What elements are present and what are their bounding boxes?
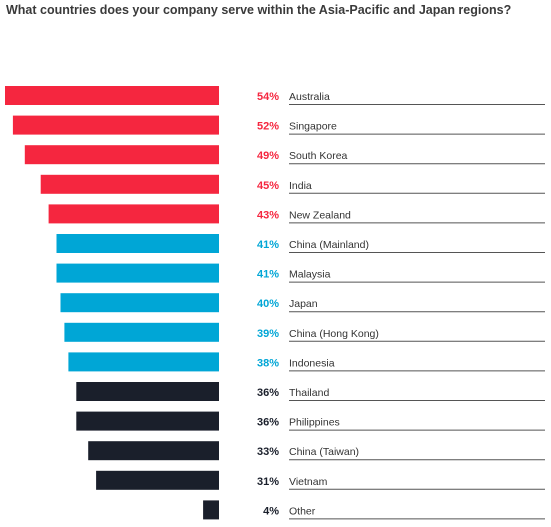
bar-malaysia	[56, 263, 219, 283]
value-label-vietnam: 31%	[257, 476, 279, 488]
bar-south-korea	[24, 145, 219, 165]
value-label-south-korea: 49%	[257, 150, 279, 162]
value-label-malaysia: 41%	[257, 269, 279, 281]
bar-vietnam	[96, 470, 219, 490]
value-label-china-mainland: 41%	[257, 239, 279, 251]
value-label-other: 4%	[263, 505, 279, 517]
category-label-new-zealand: New Zealand	[289, 209, 351, 221]
bar-other	[203, 500, 219, 520]
category-label-australia: Australia	[289, 91, 330, 103]
category-label-singapore: Singapore	[289, 121, 337, 133]
category-label-japan: Japan	[289, 298, 318, 310]
category-label-china-taiwan: China (Taiwan)	[289, 446, 359, 458]
bar-thailand	[76, 382, 219, 401]
value-label-indonesia: 38%	[257, 357, 279, 369]
value-label-china-taiwan: 33%	[257, 446, 279, 458]
bar-indonesia	[68, 352, 220, 372]
bar-australia	[5, 86, 219, 105]
value-label-thailand: 36%	[257, 387, 279, 399]
category-label-china-mainland: China (Mainland)	[289, 239, 369, 251]
chart-title: What countries does your company serve w…	[6, 3, 512, 17]
category-label-vietnam: Vietnam	[289, 476, 328, 488]
category-label-indonesia: Indonesia	[289, 357, 335, 369]
bar-new-zealand	[48, 204, 219, 224]
bar-china-hong-kong	[64, 322, 220, 342]
value-label-india: 45%	[257, 180, 279, 192]
category-label-china-hong-kong: China (Hong Kong)	[289, 328, 379, 340]
category-label-philippines: Philippines	[289, 417, 340, 429]
category-label-thailand: Thailand	[289, 387, 329, 399]
bar-japan	[60, 293, 219, 313]
bar-singapore	[12, 115, 220, 135]
category-label-south-korea: South Korea	[289, 150, 348, 162]
value-label-singapore: 52%	[257, 121, 279, 133]
category-label-india: India	[289, 180, 312, 192]
bar-philippines	[76, 411, 219, 431]
value-label-new-zealand: 43%	[257, 209, 279, 221]
value-label-japan: 40%	[257, 298, 279, 310]
value-label-china-hong-kong: 39%	[257, 328, 279, 340]
bar-india	[40, 174, 220, 194]
bar-china-mainland	[56, 234, 219, 253]
bar-china-taiwan	[88, 441, 219, 461]
value-label-australia: 54%	[257, 91, 279, 103]
category-label-other: Other	[289, 505, 316, 517]
category-label-malaysia: Malaysia	[289, 269, 331, 281]
value-label-philippines: 36%	[257, 417, 279, 429]
